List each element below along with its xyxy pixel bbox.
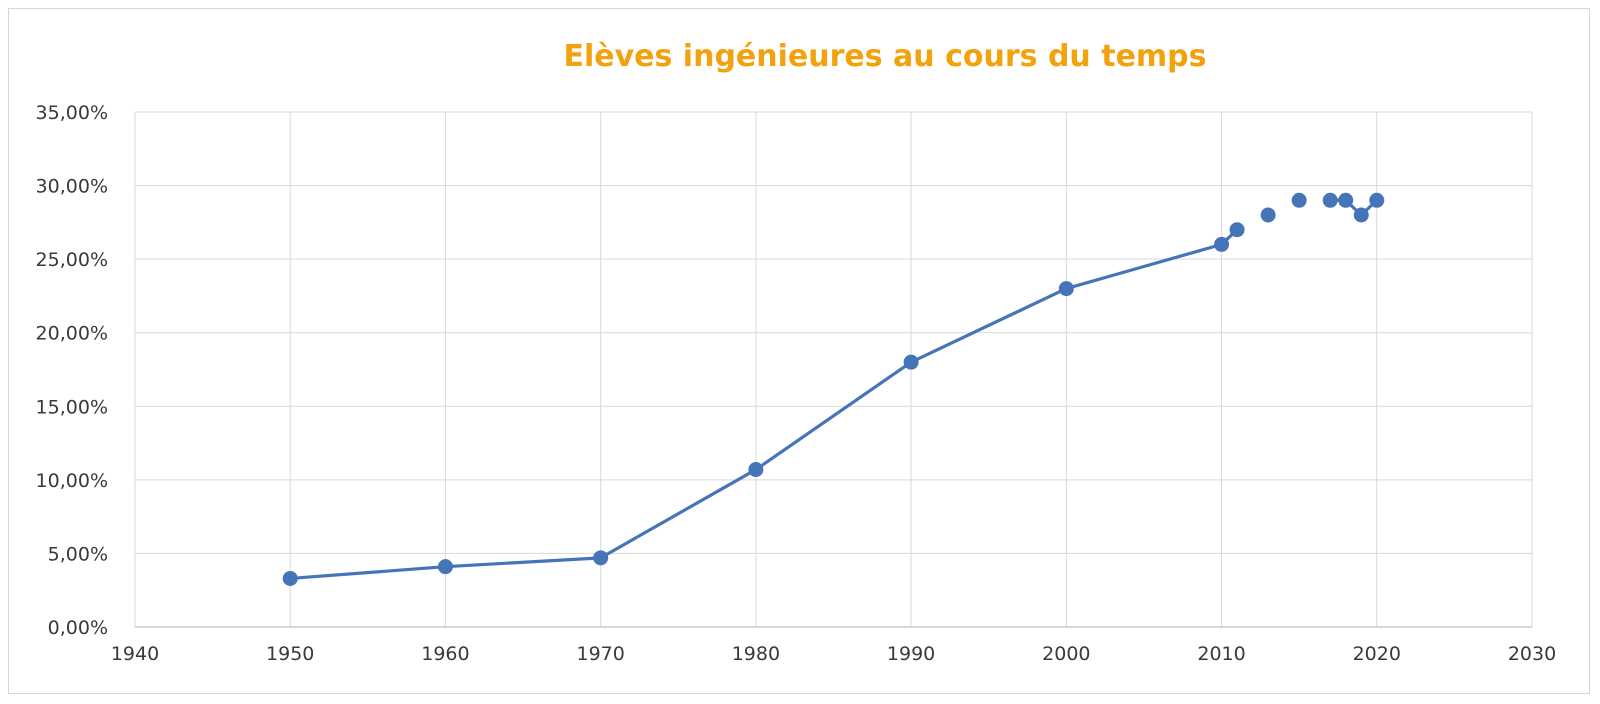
data-point (1353, 207, 1369, 223)
y-tick-label: 30,00% (36, 176, 108, 198)
y-tick-label: 20,00% (36, 323, 108, 345)
x-tick-label: 1990 (887, 643, 935, 665)
x-tick-label: 1970 (576, 643, 624, 665)
data-point (1322, 192, 1338, 208)
series-segment (288, 565, 448, 581)
y-tick-label: 10,00% (36, 470, 108, 492)
y-tick-label: 5,00% (48, 543, 108, 565)
data-point (1058, 281, 1074, 297)
series-segment (1064, 242, 1224, 291)
series-line (288, 198, 1379, 581)
data-point (1369, 192, 1385, 208)
data-point (1260, 207, 1276, 223)
series-segment (599, 467, 758, 560)
data-point (1338, 192, 1354, 208)
data-point (903, 354, 919, 370)
y-tick-label: 35,00% (36, 102, 108, 124)
x-tick-label: 1980 (732, 643, 780, 665)
data-point (1291, 192, 1307, 208)
x-tick-label: 2020 (1353, 643, 1401, 665)
x-tick-label: 1960 (421, 643, 469, 665)
chart-frame (8, 8, 1590, 694)
series-segment (909, 286, 1068, 364)
data-point (1229, 222, 1245, 238)
data-point (437, 559, 453, 575)
data-point (282, 570, 298, 586)
chart-title: Elèves ingénieures au cours du temps (563, 39, 1206, 74)
x-tick-label: 2000 (1042, 643, 1090, 665)
x-tick-label: 1950 (266, 643, 314, 665)
grid (134, 111, 1533, 627)
y-tick-label: 15,00% (36, 396, 108, 418)
series-segment (754, 360, 913, 472)
x-tick-label: 2030 (1508, 643, 1556, 665)
axes: 1940 1950 1960 1970 1980 1990 2000 2010 2020 2030… (36, 102, 1557, 665)
y-tick-label: 0,00% (48, 617, 108, 639)
data-point (593, 550, 609, 566)
data-point (748, 462, 764, 478)
data-points (282, 192, 1385, 586)
x-tick-label: 2010 (1197, 643, 1245, 665)
data-point (1214, 236, 1230, 252)
x-tick-label: 1940 (111, 643, 159, 665)
series-segment (443, 556, 603, 569)
y-tick-label: 25,00% (36, 249, 108, 271)
